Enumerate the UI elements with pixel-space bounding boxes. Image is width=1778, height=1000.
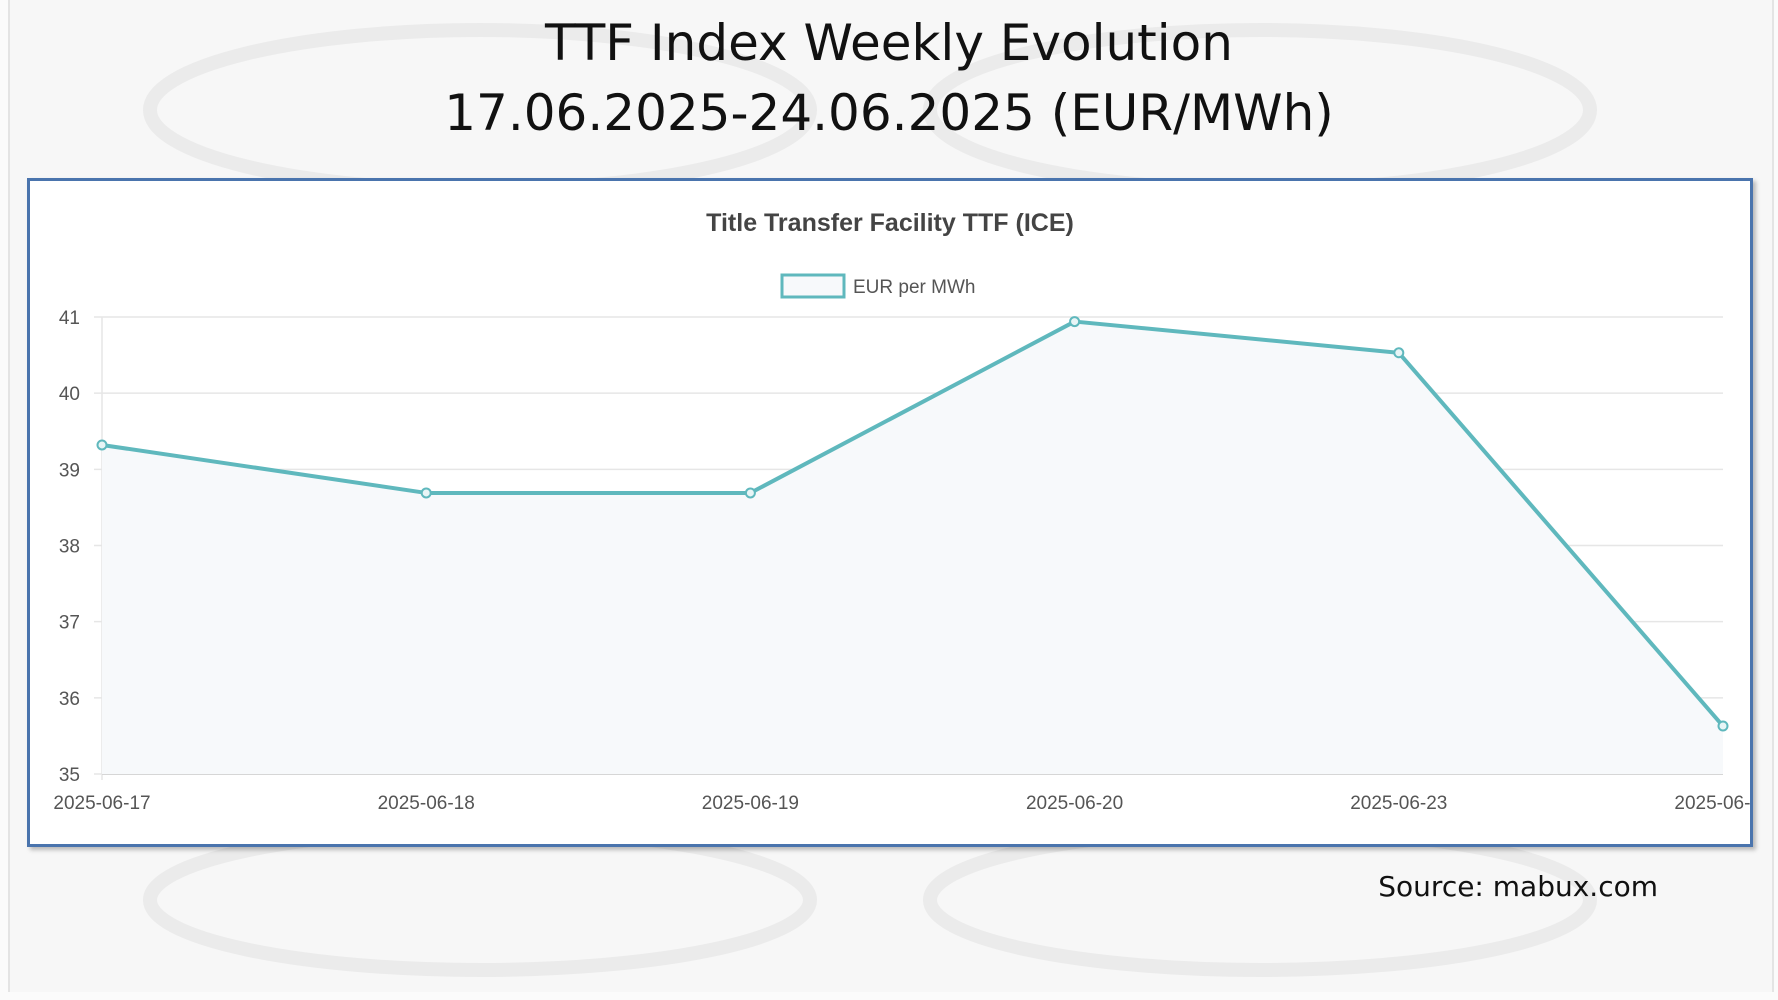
y-tick-label: 37 [59, 613, 80, 634]
source-label: Source: mabux.com [1378, 870, 1658, 903]
page-title: TTF Index Weekly Evolution [545, 14, 1233, 72]
watermark-swoosh [143, 823, 817, 977]
x-tick-label: 2025-06-20 [1026, 793, 1123, 814]
x-tick-label: 2025-06-18 [378, 793, 475, 814]
x-tick-label: 2025-06-24 [1674, 793, 1750, 814]
y-tick-label: 41 [59, 308, 80, 329]
x-tick-label: 2025-06-19 [702, 793, 799, 814]
line-chart: Title Transfer Facility TTF (ICE) EUR per… [53, 209, 1750, 814]
data-point [1069, 316, 1081, 328]
y-tick-label: 39 [59, 460, 80, 481]
data-point [1393, 347, 1405, 359]
y-tick-label: 38 [59, 537, 80, 558]
x-tick-label: 2025-06-17 [53, 793, 150, 814]
series-area [102, 321, 1723, 774]
y-tick-label: 35 [59, 765, 80, 786]
chart-title: Title Transfer Facility TTF (ICE) [706, 209, 1074, 237]
legend-label: EUR per MWh [853, 277, 975, 298]
data-point [96, 439, 108, 451]
y-tick-label: 36 [59, 689, 80, 710]
data-point [1717, 720, 1729, 732]
y-tick-label: 40 [59, 384, 80, 405]
legend-swatch [780, 273, 846, 299]
data-point [420, 487, 432, 499]
page-subtitle: 17.06.2025-24.06.2025 (EUR/MWh) [444, 84, 1334, 142]
series-line [101, 319, 1725, 728]
chart-panel: Title Transfer Facility TTF (ICE) EUR per… [27, 178, 1753, 847]
x-tick-label: 2025-06-23 [1350, 793, 1447, 814]
data-point [744, 487, 756, 499]
